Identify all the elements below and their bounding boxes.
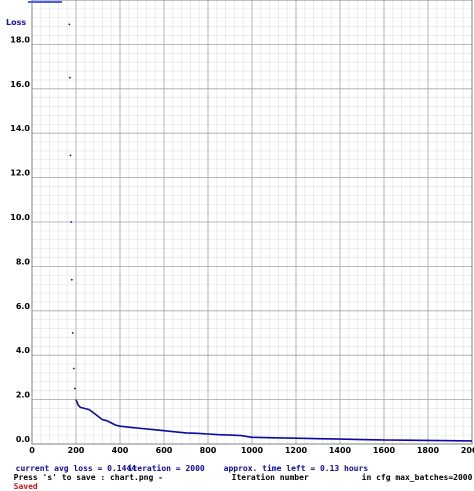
x-tick-label: 1000 <box>241 446 264 455</box>
x-tick-label: 400 <box>112 446 129 455</box>
y-tick-label: 8.0 <box>16 257 31 266</box>
y-tick-labels: 0.0 2.0 4.0 6.0 8.0 10.0 12.0 14.0 16.0 18.0 <box>10 35 30 444</box>
y-tick-label: 6.0 <box>16 302 31 311</box>
x-tick-label: 2000 <box>461 446 474 455</box>
x-axis-label: Iteration number <box>231 473 309 482</box>
x-tick-labels: 0 200 400 600 800 1000 1200 1400 1600 1800 2000 <box>29 446 474 455</box>
status-line-2: Press 's' to save : chart.png - Saved <box>4 464 163 491</box>
save-hint: Press 's' to save : chart.png - <box>13 473 163 482</box>
loss-point <box>70 278 73 281</box>
x-tick-label: 600 <box>156 446 173 455</box>
x-tick-label: 1800 <box>417 446 440 455</box>
y-tick-label: 18.0 <box>10 35 30 44</box>
x-tick-label: 1200 <box>285 446 308 455</box>
loss-point <box>72 367 75 370</box>
x-tick-label: 800 <box>200 446 217 455</box>
current-avg-loss: current avg loss = 0.1444 <box>15 464 137 473</box>
x-tick-label: 1600 <box>373 446 396 455</box>
cfg-max-batches: in cfg max_batches=2000 <box>361 473 473 482</box>
y-tick-label: 12.0 <box>10 169 30 178</box>
y-axis-label: Loss <box>6 18 26 27</box>
loss-chart: Loss 0.0 2.0 4.0 6.0 8.0 10.0 12.0 14.0 16.0 18.0… <box>6 0 474 455</box>
x-axis-label-wrap: Iteration number <box>222 464 309 482</box>
cfg-info-wrap: in cfg max_batches=2000 <box>352 464 473 482</box>
x-tick-label: 200 <box>68 446 85 455</box>
y-tick-label: 10.0 <box>10 213 30 222</box>
y-tick-label: 2.0 <box>16 391 31 400</box>
time-left-readout: approx. time left = 0.13 hours <box>223 464 369 473</box>
status-time-left: approx. time left = 0.13 hours <box>214 455 369 473</box>
loss-point <box>68 23 71 26</box>
major-grid <box>31 0 473 445</box>
loss-point <box>68 76 71 79</box>
y-tick-label: 4.0 <box>16 346 31 355</box>
status-iteration: iteration = 2000 <box>118 455 205 473</box>
x-tick-label: 1400 <box>329 446 352 455</box>
y-tick-label: 14.0 <box>10 124 30 133</box>
y-tick-label: 16.0 <box>10 80 30 89</box>
loss-point <box>69 154 72 157</box>
loss-point <box>70 221 73 223</box>
plot-area <box>31 0 473 445</box>
iteration-readout: iteration = 2000 <box>127 464 205 473</box>
saved-status: Saved <box>13 482 38 491</box>
x-tick-label: 0 <box>29 446 35 455</box>
loss-point <box>71 332 74 334</box>
loss-point <box>74 387 76 390</box>
y-tick-label: 0.0 <box>16 435 31 444</box>
loss-line <box>75 399 473 442</box>
status-line-1: current avg loss = 0.1444 <box>6 455 136 473</box>
loss-series <box>68 23 473 442</box>
